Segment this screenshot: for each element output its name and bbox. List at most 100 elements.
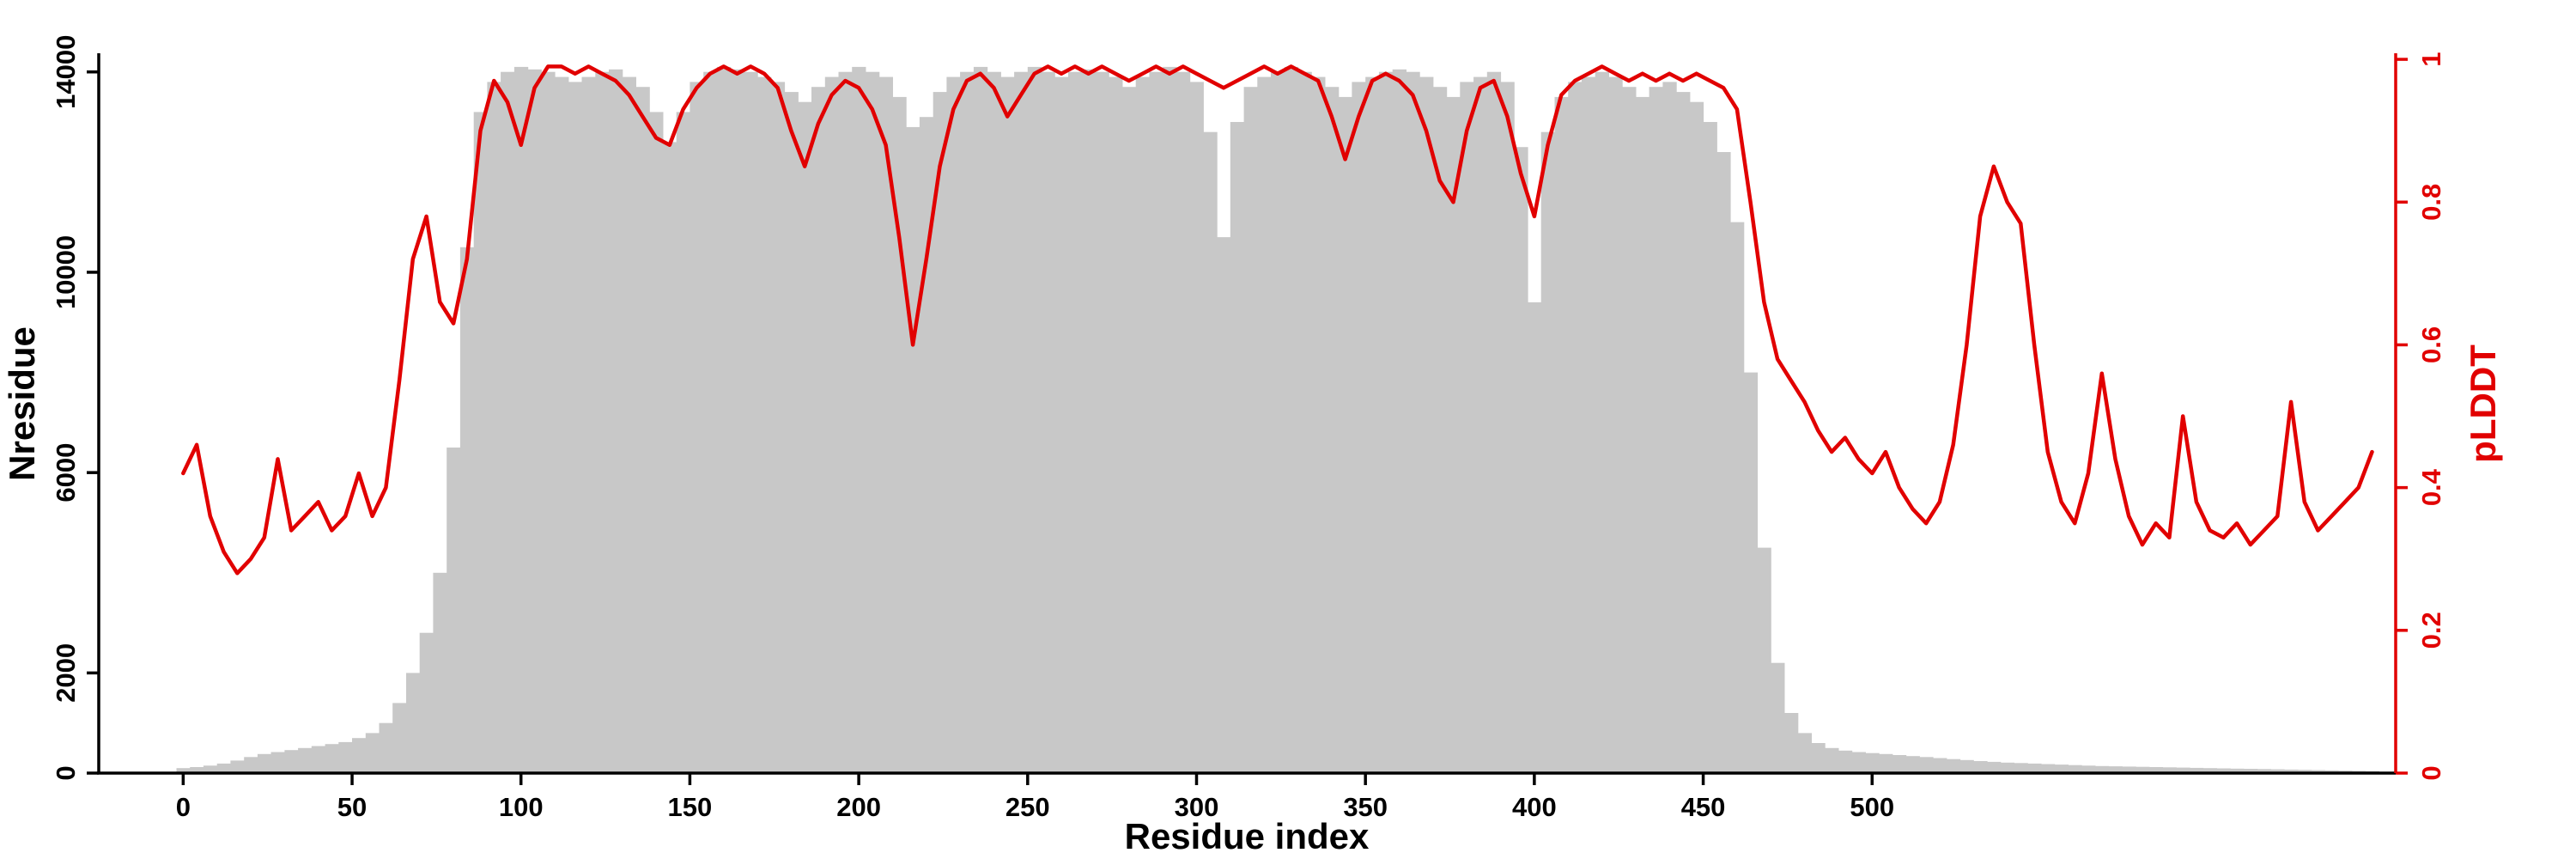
nresidue-bar — [1230, 122, 1245, 773]
nresidue-bar — [190, 767, 204, 773]
nresidue-bar — [555, 76, 569, 774]
x-tick-label: 0 — [176, 792, 191, 822]
nresidue-bar — [527, 69, 542, 774]
nresidue-bar — [1608, 76, 1623, 774]
nresidue-bar — [419, 632, 434, 773]
nresidue-bar — [1851, 752, 1866, 773]
nresidue-bar — [716, 66, 732, 773]
nresidue-bar — [1703, 122, 1717, 773]
nresidue-bar — [1635, 96, 1650, 773]
nresidue-bar — [1568, 82, 1583, 773]
nresidue-bar — [1054, 76, 1069, 774]
nresidue-bar — [1784, 713, 1799, 773]
y-right-tick-label: 0 — [2416, 765, 2446, 780]
x-tick-label: 300 — [1175, 792, 1219, 822]
nresidue-bar — [1486, 71, 1502, 773]
nresidue-bar — [487, 82, 501, 773]
nresidue-bar — [244, 757, 258, 773]
nresidue-bar — [838, 71, 853, 773]
nresidue-bar — [1959, 759, 1974, 773]
nresidue-bar — [2014, 763, 2028, 773]
nresidue-bar — [1378, 71, 1394, 773]
nresidue-bar — [1217, 237, 1231, 774]
nresidue-bar — [1203, 131, 1218, 773]
nresidue-bar — [690, 82, 704, 773]
y-axis-left-title: Nresidue — [2, 326, 42, 481]
x-tick-label: 200 — [836, 792, 881, 822]
nresidue-bar — [960, 71, 975, 773]
nresidue-bar — [176, 768, 191, 773]
nresidue-bar — [1325, 87, 1340, 773]
nresidue-bar — [1406, 71, 1420, 773]
nresidue-bar — [2230, 768, 2245, 773]
nresidue-bar — [798, 101, 812, 773]
nresidue-bar — [1027, 66, 1042, 773]
nresidue-bar — [1243, 87, 1258, 773]
nresidue-bar — [1662, 82, 1677, 773]
nresidue-bar — [1554, 96, 1569, 773]
nresidue-bar — [2040, 764, 2056, 773]
nresidue-bar — [433, 572, 447, 773]
nresidue-bar — [852, 66, 866, 773]
nresidue-bar — [987, 71, 1001, 773]
nresidue-bar — [770, 82, 786, 773]
nresidue-bar — [1838, 750, 1853, 773]
nresidue-bar — [1352, 82, 1366, 773]
nresidue-bar — [1892, 755, 1907, 773]
nresidue-bar — [459, 247, 475, 773]
nresidue-bar — [1500, 82, 1515, 773]
x-tick-label: 450 — [1681, 792, 1726, 822]
nresidue-bar — [203, 765, 218, 773]
nresidue-bar — [473, 112, 488, 773]
nresidue-bar — [568, 82, 583, 773]
x-tick-label: 400 — [1512, 792, 1557, 822]
nresidue-bar — [216, 763, 231, 773]
x-tick-label: 100 — [499, 792, 544, 822]
nresidue-bar — [1338, 96, 1352, 773]
nresidue-bar — [1473, 76, 1488, 774]
nresidue-bar — [1676, 92, 1691, 774]
x-tick-label: 150 — [668, 792, 713, 822]
nresidue-bar — [2000, 762, 2014, 773]
nresidue-bar — [1000, 76, 1015, 774]
nresidue-bar — [379, 722, 393, 773]
nresidue-bar — [1811, 743, 1826, 773]
nresidue-bar — [2027, 763, 2042, 773]
y-left-tick-label: 14000 — [51, 35, 81, 109]
nresidue-bar — [2297, 770, 2312, 773]
nresidue-bar — [1284, 66, 1299, 773]
nresidue-bar — [298, 747, 313, 773]
plddt-line — [181, 64, 2374, 576]
nresidue-bar — [662, 142, 677, 773]
nresidue-bar — [973, 66, 988, 773]
nresidue-bar — [1081, 69, 1096, 774]
nresidue-bar — [1135, 76, 1150, 774]
nresidue-bar — [2270, 769, 2285, 773]
nresidue-bar — [2136, 766, 2150, 773]
nresidue-bar — [1163, 66, 1177, 773]
nresidue-bar — [1622, 87, 1637, 773]
nresidue-bar — [1311, 76, 1326, 774]
nresidue-bar — [1297, 71, 1312, 773]
nresidue-bar — [878, 76, 893, 774]
nresidue-bar — [2068, 765, 2082, 773]
nresidue-bar — [1432, 87, 1448, 773]
nresidue-bar — [784, 92, 799, 774]
nresidue-bar — [595, 71, 610, 773]
nresidue-bar — [2190, 767, 2204, 773]
nresidue-bar — [1528, 302, 1542, 773]
y-left-tick-label: 2000 — [51, 643, 81, 703]
nresidue-bar — [811, 87, 826, 773]
y-right-tick-label: 0.8 — [2416, 184, 2446, 221]
nresidue-bar — [447, 448, 461, 773]
nresidue-bar — [635, 87, 650, 773]
x-tick-label: 50 — [337, 792, 367, 822]
nresidue-bar — [1743, 372, 1759, 773]
nresidue-bar — [1730, 222, 1745, 774]
y-right-tick-label: 1 — [2416, 52, 2446, 66]
nresidue-bar — [2216, 768, 2231, 773]
x-tick-label: 500 — [1850, 792, 1894, 822]
nresidue-bar — [1257, 76, 1272, 774]
nresidue-bar — [325, 744, 339, 773]
